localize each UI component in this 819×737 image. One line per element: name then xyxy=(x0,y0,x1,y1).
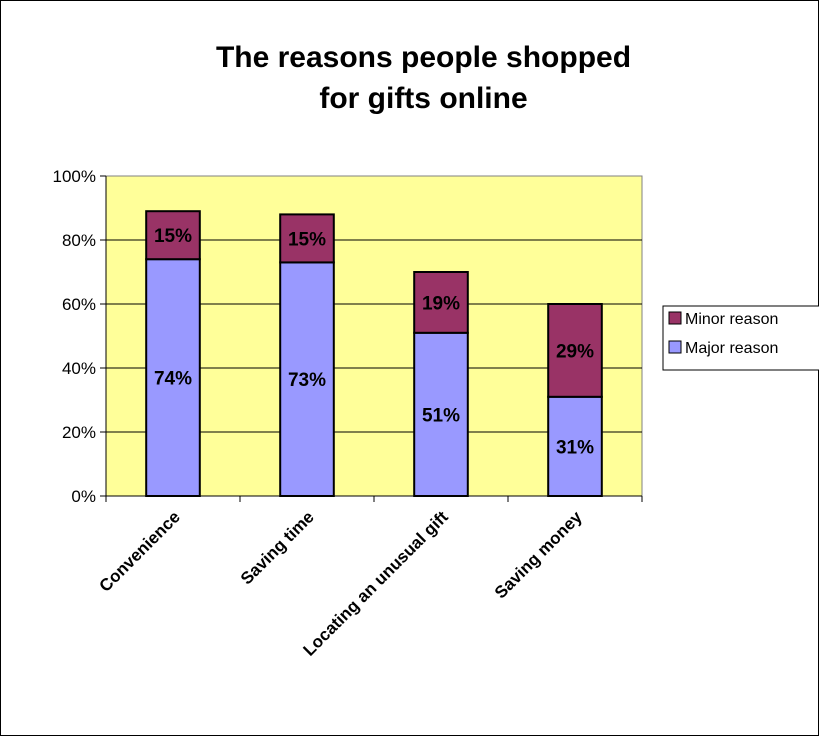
bar-segment xyxy=(547,395,603,497)
legend: Minor reason Major reason xyxy=(662,305,819,371)
chart-title: The reasons people shopped for gifts onl… xyxy=(1,37,819,119)
y-tick-label: 20% xyxy=(62,423,96,442)
y-tick-label: 80% xyxy=(62,231,96,250)
x-tick-label: Locating an unusual gift xyxy=(299,507,452,660)
bar-segment xyxy=(413,271,469,334)
data-label: 73% xyxy=(288,370,326,391)
data-label: 15% xyxy=(288,229,326,250)
legend-label: Minor reason xyxy=(685,311,778,328)
bar-segment xyxy=(547,303,603,398)
bar-segment xyxy=(413,331,469,497)
data-label: 31% xyxy=(556,437,594,458)
y-tick-label: 40% xyxy=(62,359,96,378)
chart-title-line-2: for gifts online xyxy=(319,82,528,115)
data-label: 51% xyxy=(422,405,460,426)
x-tick-label: Saving time xyxy=(237,507,318,588)
bars: 74% 15% 73% 15% 51% 19% 31% 29% xyxy=(145,210,603,498)
data-label: 74% xyxy=(154,369,192,390)
bar-segment xyxy=(145,210,201,261)
legend-swatch xyxy=(668,311,682,325)
x-tick-label: Convenience xyxy=(96,507,184,595)
y-tick-label: 0% xyxy=(71,487,96,506)
data-label: 15% xyxy=(154,226,192,247)
chart-title-line-1: The reasons people shopped xyxy=(215,41,632,74)
legend-label: Major reason xyxy=(685,340,778,357)
data-label: 29% xyxy=(556,341,594,362)
data-label: 19% xyxy=(422,293,460,314)
legend-box xyxy=(662,305,819,371)
y-tick-label: 100% xyxy=(53,167,96,186)
legend-swatch xyxy=(668,340,682,354)
y-tick-label: 60% xyxy=(62,295,96,314)
x-tick-label: Saving money xyxy=(491,507,586,602)
bar-segment xyxy=(279,213,335,264)
